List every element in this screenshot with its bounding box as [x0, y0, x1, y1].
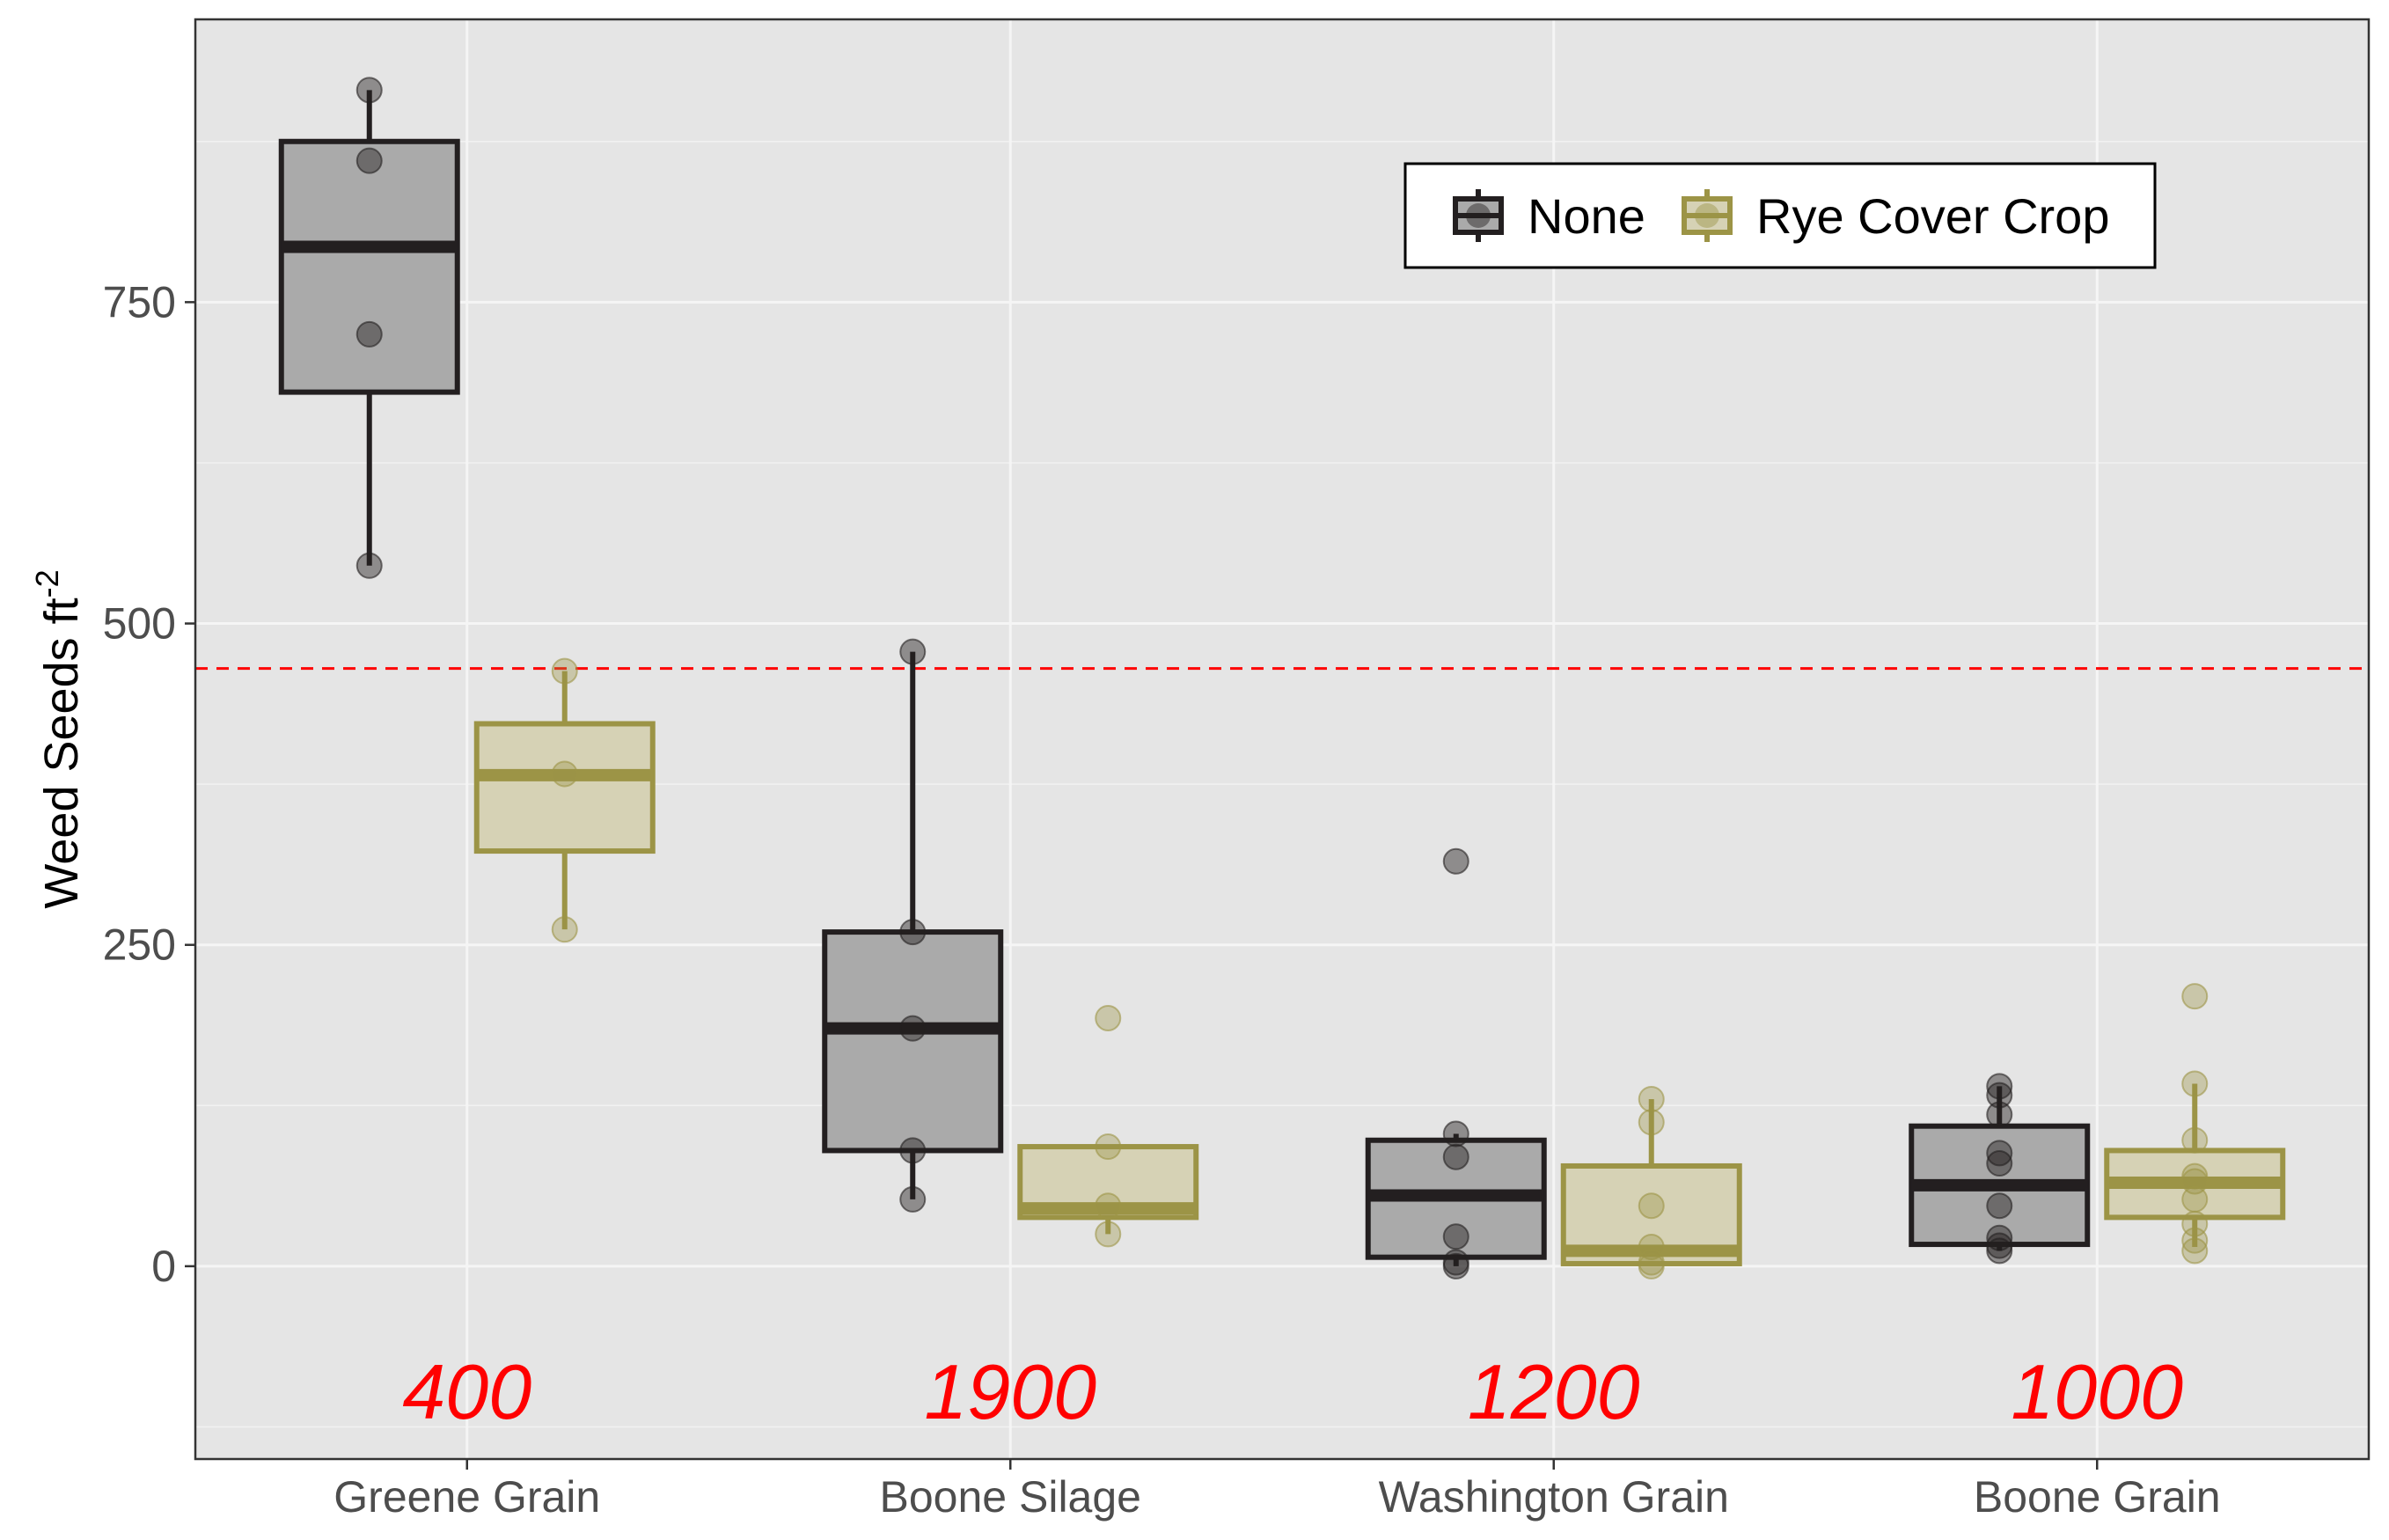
- box-2: [1560, 1086, 1742, 1280]
- box-3: [2104, 983, 2286, 1265]
- data-point: [355, 77, 383, 104]
- legend-key-point: [1466, 203, 1491, 228]
- data-point: [1986, 1082, 2013, 1109]
- x-tick-label: Greene Grain: [333, 1472, 600, 1522]
- legend: None Rye Cover Crop: [1403, 162, 2157, 269]
- box-series-group: [278, 77, 2286, 1280]
- box-3: [1909, 1073, 2091, 1265]
- data-point: [551, 916, 578, 943]
- data-point: [1095, 1004, 1122, 1031]
- category-annotation: 1900: [924, 1348, 1096, 1435]
- category-annotation: 1200: [1468, 1348, 1640, 1435]
- data-point: [1986, 1073, 2013, 1100]
- data-point: [899, 638, 927, 665]
- data-point: [899, 919, 927, 946]
- box-1: [822, 638, 1004, 1213]
- data-point: [1442, 1223, 1469, 1250]
- data-point: [899, 1185, 927, 1213]
- x-tick-label: Boone Silage: [880, 1472, 1141, 1522]
- category-annotation: 1000: [2011, 1348, 2183, 1435]
- data-point: [1095, 1133, 1122, 1161]
- y-axis-title: Weed Seeds ft-2: [29, 569, 88, 908]
- series-none: [278, 77, 2091, 1280]
- legend-label: Rye Cover Crop: [1756, 188, 2109, 244]
- y-axis-title-superscript: -2: [29, 569, 65, 598]
- legend-key-none: [1453, 189, 1504, 242]
- box-body: [473, 721, 656, 854]
- data-point: [1986, 1150, 2013, 1177]
- data-point: [2181, 1070, 2209, 1097]
- panel-border: [194, 18, 2371, 1461]
- data-point: [2181, 1185, 2209, 1213]
- data-point: [1442, 847, 1469, 875]
- legend-box: [1403, 162, 2157, 269]
- data-point: [355, 320, 383, 348]
- x-tick-label: Washington Grain: [1379, 1472, 1729, 1522]
- data-point: [1638, 1109, 1665, 1136]
- data-point: [899, 1137, 927, 1164]
- y-tick-label: 250: [103, 920, 176, 970]
- data-point: [1638, 1233, 1665, 1260]
- data-point: [2181, 1227, 2209, 1254]
- box-2: [1365, 847, 1547, 1280]
- category-annotation: 400: [402, 1348, 531, 1435]
- y-tick-label: 750: [103, 277, 176, 326]
- data-point: [355, 552, 383, 579]
- data-point: [1986, 1101, 2013, 1128]
- box-0: [473, 657, 656, 943]
- y-axis: 0 250 500 750: [103, 277, 195, 1291]
- annotation-group: 400 1900 1200 1000: [402, 1348, 2183, 1435]
- y-tick-label: 500: [103, 599, 176, 649]
- data-point: [1442, 1252, 1469, 1280]
- legend-label: None: [1528, 188, 1645, 244]
- y-tick-label: 0: [151, 1242, 176, 1291]
- data-point: [2181, 983, 2209, 1010]
- data-point: [2181, 1168, 2209, 1195]
- data-point: [2181, 1126, 2209, 1154]
- legend-key-point: [1695, 203, 1719, 228]
- data-point: [355, 147, 383, 174]
- data-point: [1095, 1192, 1122, 1220]
- data-point: [1986, 1237, 2013, 1265]
- box-1: [1017, 1004, 1199, 1248]
- series-rye-cover-crop: [473, 657, 2286, 1280]
- data-point: [1638, 1086, 1665, 1112]
- data-point: [1442, 1143, 1469, 1170]
- data-point: [551, 760, 578, 788]
- x-axis: Greene Grain Boone Silage Washington Grain…: [333, 1459, 2221, 1522]
- data-point: [551, 657, 578, 685]
- data-point: [1986, 1192, 2013, 1220]
- box-body: [278, 138, 460, 395]
- data-point: [1986, 1140, 2013, 1167]
- data-point: [1095, 1221, 1122, 1248]
- data-point: [1442, 1120, 1469, 1148]
- x-tick-label: Boone Grain: [1974, 1472, 2221, 1522]
- data-point: [899, 1015, 927, 1042]
- box-0: [278, 77, 460, 579]
- data-point: [1638, 1192, 1665, 1220]
- y-axis-title-main: Weed Seeds ft: [35, 598, 88, 908]
- data-point: [2181, 1237, 2209, 1265]
- legend-key-rye-cover-crop: [1682, 189, 1733, 242]
- data-point: [1638, 1252, 1665, 1280]
